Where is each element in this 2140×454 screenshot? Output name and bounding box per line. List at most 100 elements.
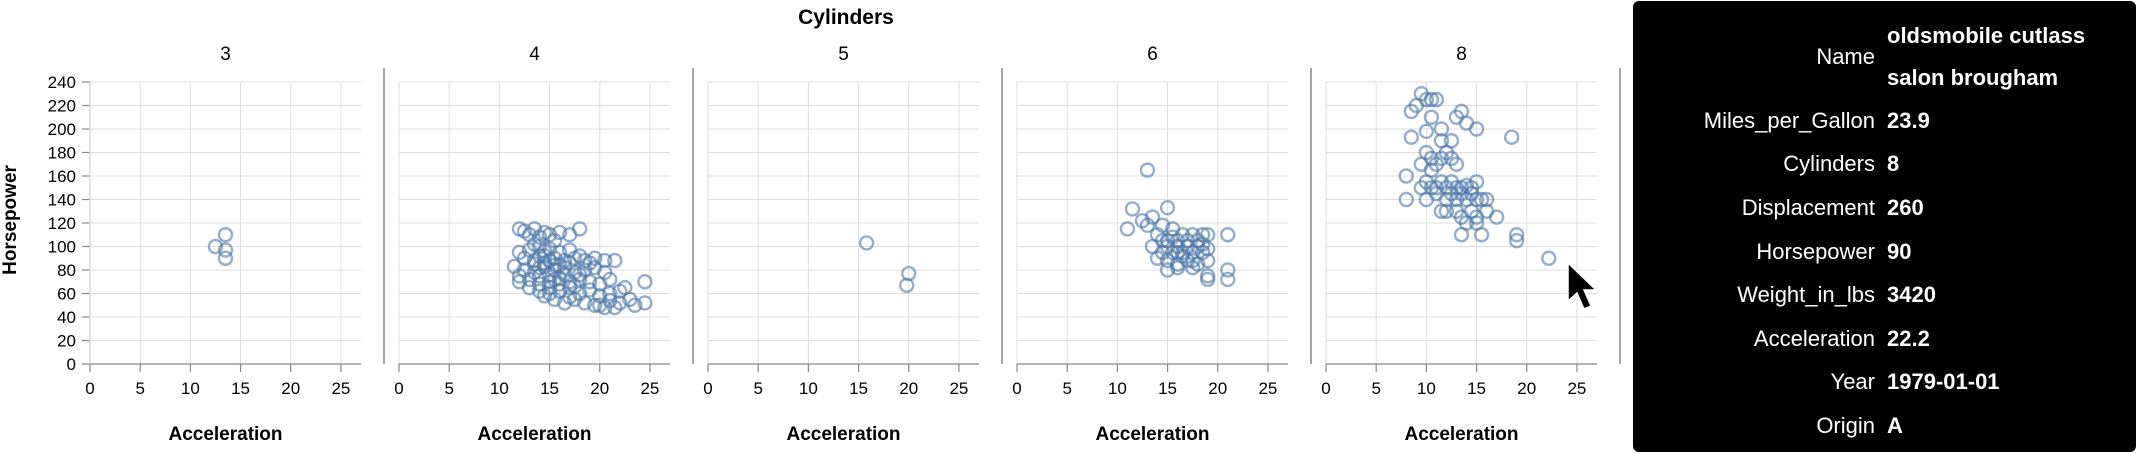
data-point [217, 242, 234, 258]
data-point [571, 221, 588, 237]
data-point [1468, 121, 1485, 137]
x-tick-label: 15 [540, 379, 559, 398]
data-point [217, 250, 234, 266]
tooltip-row: Name oldsmobile cutlass salon brougham [1633, 15, 2124, 99]
data-point [536, 243, 553, 259]
data-point [526, 221, 543, 237]
facet-5: 5 0 5 10 15 20 25 Acceleration [703, 44, 979, 445]
x-tick-label: 5 [1062, 379, 1071, 398]
x-tick-label: 25 [331, 379, 350, 398]
data-point [858, 235, 875, 251]
data-point [899, 277, 915, 293]
data-point [541, 285, 558, 302]
tooltip-key: Weight_in_lbs [1737, 282, 1875, 308]
data-point [1220, 271, 1236, 288]
data-point [1144, 209, 1161, 225]
x-tick-label: 5 [135, 379, 144, 398]
y-tick-label: 40 [57, 308, 76, 327]
data-point [217, 227, 234, 243]
data-point [551, 276, 568, 292]
data-point [1200, 271, 1216, 288]
tooltip-row: Weight_in_lbs 3420 [1633, 273, 2124, 317]
y-tick-label: 240 [48, 73, 76, 92]
data-point [207, 238, 224, 255]
data-point [607, 252, 623, 269]
data-point [511, 268, 528, 284]
data-point [546, 257, 563, 273]
data-point [1488, 209, 1505, 225]
facet-8: 8 0 5 10 15 20 25 Acceleration [1321, 44, 1597, 445]
data-point [1139, 217, 1156, 234]
tooltip-key: Displacement [1741, 194, 1875, 220]
tooltip-key: Acceleration [1753, 325, 1875, 351]
tooltip-key: Origin [1816, 412, 1875, 438]
data-point [1194, 236, 1211, 252]
y-tick-label: 100 [48, 238, 76, 257]
x-tick-label: 10 [181, 379, 200, 398]
tooltip-value: 8 [1887, 151, 1900, 177]
x-tick-label: 0 [1321, 379, 1330, 398]
tooltip-value: oldsmobile cutlass salon brougham [1887, 23, 2086, 90]
data-point [576, 295, 593, 311]
x-tick-label: 20 [1208, 379, 1227, 398]
x-tick-label: 10 [490, 379, 509, 398]
data-point [1478, 191, 1495, 208]
y-tick-label: 220 [48, 97, 76, 116]
data-point [637, 274, 653, 290]
x-tick-label: 25 [1258, 379, 1277, 398]
data-point [582, 274, 598, 290]
faceted-scatter-chart: Cylinders Horsepower 0204060801001201401… [0, 6, 1621, 445]
x-tick-label: 25 [949, 379, 968, 398]
data-point [1428, 185, 1445, 202]
x-axis-title: Acceleration [786, 424, 900, 445]
tooltip-key: Cylinders [1783, 151, 1875, 177]
chart-title: Cylinders [798, 6, 894, 29]
data-point [1149, 250, 1166, 266]
facet-label: 4 [529, 44, 540, 65]
facet-3: 3 0 5 10 15 20 25 Acceleration [85, 44, 361, 445]
tooltip-value: 90 [1887, 238, 1912, 264]
mouse-pointer-icon [1567, 261, 1598, 310]
x-tick-label: 10 [1417, 379, 1436, 398]
data-point [1423, 91, 1440, 108]
facet-label: 8 [1456, 44, 1467, 65]
x-tick-label: 15 [849, 379, 868, 398]
data-point [1220, 227, 1236, 243]
y-axis-title: Horsepower [0, 164, 21, 274]
facet-4: 4 0 5 10 15 20 25 Acceleration [394, 44, 670, 445]
tooltip-row: Acceleration 22.2 [1633, 317, 2124, 361]
data-point [1503, 129, 1520, 145]
data-point [1403, 129, 1420, 145]
data-point [597, 252, 613, 269]
x-axis-title: Acceleration [477, 424, 591, 445]
data-point [1473, 227, 1490, 243]
data-point [627, 297, 643, 313]
data-point [1169, 244, 1186, 261]
tooltip-row: Origin A [1633, 404, 2124, 448]
data-point [531, 283, 548, 299]
x-tick-label: 15 [231, 379, 250, 398]
x-tick-label: 15 [1158, 379, 1177, 398]
data-point [571, 267, 588, 283]
tooltip-value: A [1887, 412, 1903, 438]
y-tick-label: 160 [48, 167, 76, 186]
x-tick-label: 25 [1567, 379, 1586, 398]
data-point [521, 279, 538, 296]
tooltip-value: 3420 [1887, 282, 1936, 308]
data-point [1433, 121, 1450, 137]
data-point [1220, 262, 1236, 278]
data-point [1509, 232, 1525, 249]
data-point [637, 295, 653, 311]
data-point [1438, 203, 1455, 219]
x-tick-label: 0 [703, 379, 712, 398]
x-tick-label: 15 [1467, 379, 1486, 398]
facet-6: 6 0 5 10 15 20 25 Acceleration [1012, 44, 1288, 445]
data-point [1159, 252, 1176, 269]
data-point [1398, 191, 1414, 208]
tooltip-key: Name [1816, 44, 1875, 69]
data-point [1159, 200, 1176, 216]
y-tick-label: 0 [67, 355, 76, 374]
tooltip-row: Cylinders 8 [1633, 143, 2124, 187]
tooltip-key: Horsepower [1756, 238, 1875, 264]
data-point [561, 289, 578, 305]
